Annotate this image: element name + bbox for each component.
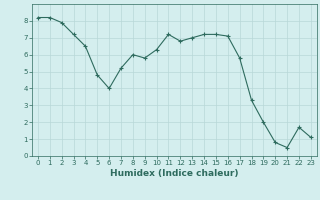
X-axis label: Humidex (Indice chaleur): Humidex (Indice chaleur) (110, 169, 239, 178)
